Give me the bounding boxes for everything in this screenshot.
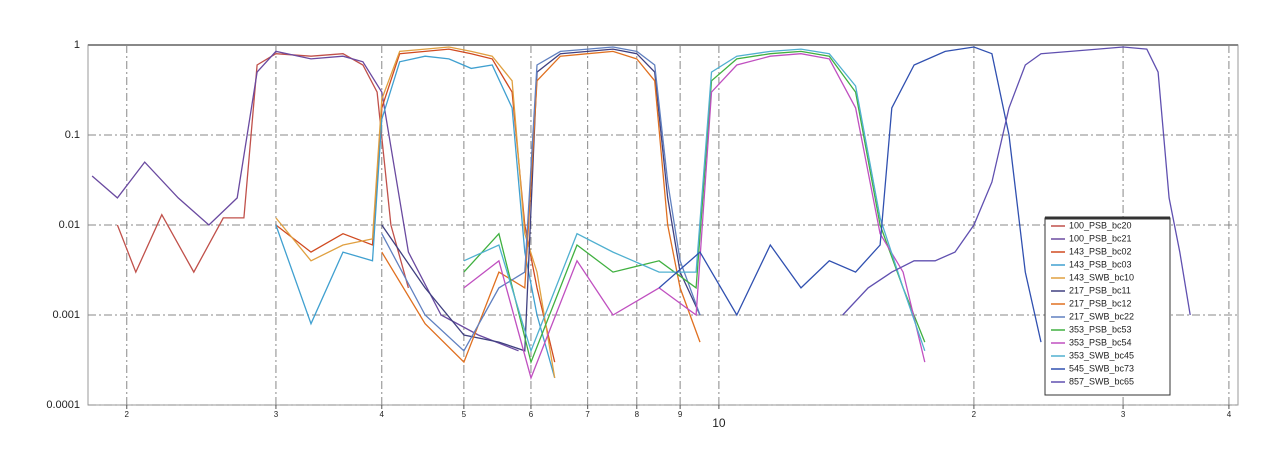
series-line — [275, 55, 556, 379]
series-line — [463, 48, 926, 353]
series-line — [463, 50, 926, 365]
x-tick-label: 2 — [972, 410, 977, 419]
legend-label: 545_SWB_bc73 — [1069, 363, 1134, 373]
legend-label: 217_PSB_bc11 — [1069, 285, 1131, 295]
x-tick-label: 3 — [1121, 410, 1126, 419]
x-tick-label: 3 — [274, 410, 279, 419]
x-tick-label: 7 — [585, 410, 590, 419]
y-tick-label: 0.001 — [52, 309, 80, 321]
y-tick-label: 0.1 — [65, 129, 80, 141]
legend-label: 143_SWB_bc10 — [1069, 272, 1134, 282]
legend-label: 100_PSB_bc20 — [1069, 220, 1132, 230]
x-tick-label: 9 — [678, 410, 683, 419]
series-line — [463, 53, 926, 380]
x-tick-label: 5 — [462, 410, 467, 419]
plot-lines — [91, 46, 1191, 380]
series-line — [91, 50, 519, 352]
legend-label: 353_PSB_bc53 — [1069, 324, 1132, 334]
series-line — [116, 53, 410, 289]
series-line — [842, 46, 1191, 316]
y-tick-label: 1 — [74, 39, 80, 51]
series-line — [381, 48, 701, 352]
y-tick-label: 0.01 — [59, 219, 80, 231]
legend-label: 217_SWB_bc22 — [1069, 311, 1134, 321]
series-line — [275, 46, 556, 379]
x-tick-label: 4 — [1227, 410, 1232, 419]
legend-box — [1044, 217, 1171, 396]
legend-label: 353_SWB_bc45 — [1069, 350, 1134, 360]
legend-label: 100_PSB_bc21 — [1069, 233, 1132, 243]
series-line — [381, 46, 701, 352]
legend-label: 143_PSB_bc02 — [1069, 246, 1132, 256]
x-tick-label: 10 — [712, 416, 726, 430]
legend-label: 353_PSB_bc54 — [1069, 337, 1132, 347]
x-tick-label: 8 — [635, 410, 640, 419]
x-tick-label: 6 — [529, 410, 534, 419]
series-line — [658, 46, 1042, 343]
legend-label: 143_PSB_bc03 — [1069, 259, 1132, 269]
y-tick-label: 0.0001 — [46, 399, 80, 411]
legend-label: 217_PSB_bc12 — [1069, 298, 1132, 308]
series-line — [381, 50, 701, 364]
x-tick-label: 2 — [125, 410, 130, 419]
x-tick-label: 4 — [380, 410, 385, 419]
legend-label: 857_SWB_bc65 — [1069, 376, 1134, 386]
